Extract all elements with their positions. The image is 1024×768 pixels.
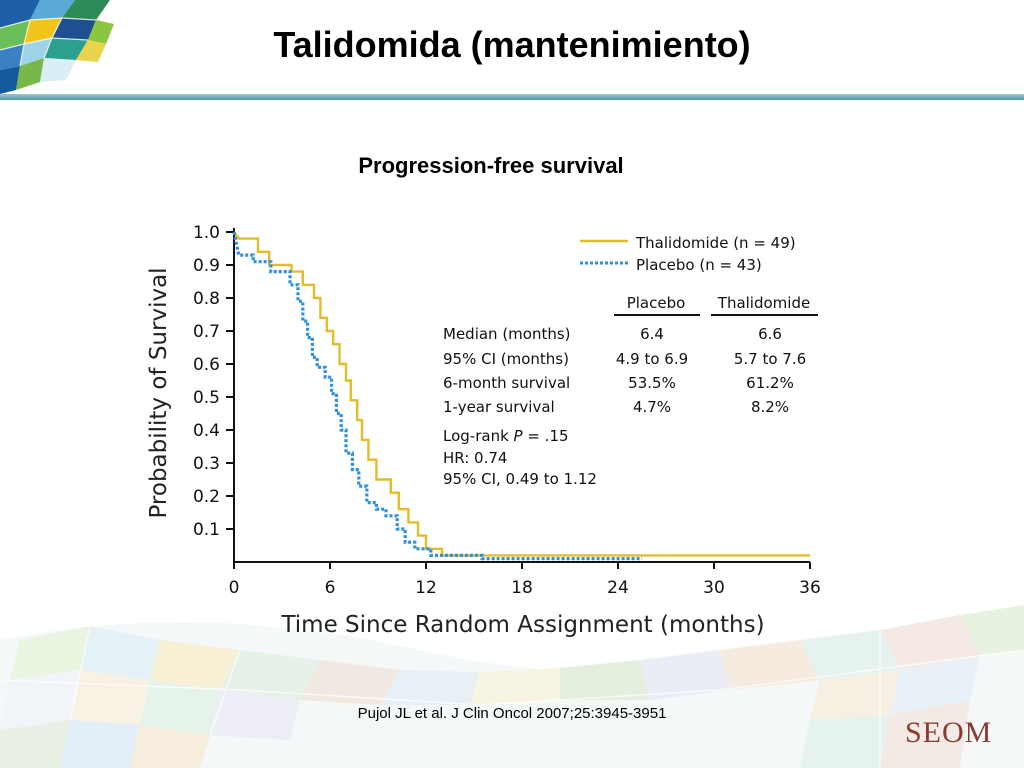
seom-logo: SEOM — [905, 716, 993, 749]
x-tick-label: 6 — [325, 578, 336, 598]
x-tick-label: 12 — [415, 578, 437, 598]
legend-label-placebo: Placebo (n = 43) — [636, 256, 762, 274]
series-line-thalidomide — [233, 231, 810, 557]
x-tick-label: 30 — [703, 578, 725, 598]
table-header-placebo: Placebo — [627, 294, 686, 312]
x-axis-label: Time Since Random Assignment (months) — [280, 612, 764, 638]
x-tick-label: 18 — [511, 578, 533, 598]
table-cell-thalidomide: 61.2% — [746, 374, 794, 392]
y-tick-label: 0.5 — [193, 388, 220, 408]
survival-curves — [232, 231, 810, 561]
mosaic-logo-icon — [0, 0, 114, 94]
chart-axes: 0.1 0.2 0.3 0.4 0.5 0.6 0.7 0.8 0.9 1.0 0 6 12 18 24 30… — [193, 223, 821, 598]
table-header-thalidomide: Thalidomide — [717, 294, 810, 312]
citation: Pujol JL et al. J Clin Oncol 2007;25:394… — [357, 705, 667, 722]
y-tick-label: 0.7 — [193, 322, 220, 342]
table-cell-thalidomide: 5.7 to 7.6 — [734, 350, 806, 368]
title-divider — [0, 94, 1024, 100]
logrank-text: Log-rank P = .15 — [443, 427, 569, 445]
table-cell-thalidomide: 6.6 — [758, 325, 782, 343]
y-axis-label: Probability of Survival — [146, 267, 172, 518]
y-tick-label: 0.3 — [193, 454, 220, 474]
summary-table: Placebo Thalidomide Median (months) 6.4 … — [443, 294, 818, 416]
x-tick-label: 0 — [229, 578, 240, 598]
x-tick-label: 36 — [799, 578, 821, 598]
y-tick-label: 0.2 — [193, 487, 220, 507]
table-cell-placebo: 6.4 — [640, 325, 664, 343]
table-cell-placebo: 4.9 to 6.9 — [616, 350, 688, 368]
chart-legend: Thalidomide (n = 49) Placebo (n = 43) — [580, 234, 796, 274]
y-tick-label: 0.1 — [193, 520, 220, 540]
hazard-ratio-text: HR: 0.74 — [443, 449, 507, 467]
y-tick-label: 0.4 — [193, 421, 220, 441]
table-row-label: Median (months) — [443, 325, 571, 343]
y-tick-label: 1.0 — [193, 223, 220, 243]
statistics-annotation: Log-rank P = .15 HR: 0.74 95% CI, 0.49 t… — [443, 427, 597, 488]
x-tick-label: 24 — [607, 578, 629, 598]
y-tick-label: 0.6 — [193, 355, 220, 375]
slide-title: Talidomida (mantenimiento) — [273, 24, 751, 65]
table-cell-placebo: 53.5% — [628, 374, 676, 392]
table-cell-placebo: 4.7% — [633, 398, 671, 416]
table-row-label: 1-year survival — [443, 398, 555, 416]
y-tick-label: 0.8 — [193, 289, 220, 309]
series-line-placebo — [232, 231, 642, 561]
ci-text: 95% CI, 0.49 to 1.12 — [443, 470, 597, 488]
table-cell-thalidomide: 8.2% — [751, 398, 789, 416]
legend-label-thalidomide: Thalidomide (n = 49) — [635, 234, 796, 252]
y-tick-label: 0.9 — [193, 256, 220, 276]
table-row-label: 6-month survival — [443, 374, 570, 392]
chart-subtitle: Progression-free survival — [358, 153, 624, 178]
table-row-label: 95% CI (months) — [443, 350, 569, 368]
